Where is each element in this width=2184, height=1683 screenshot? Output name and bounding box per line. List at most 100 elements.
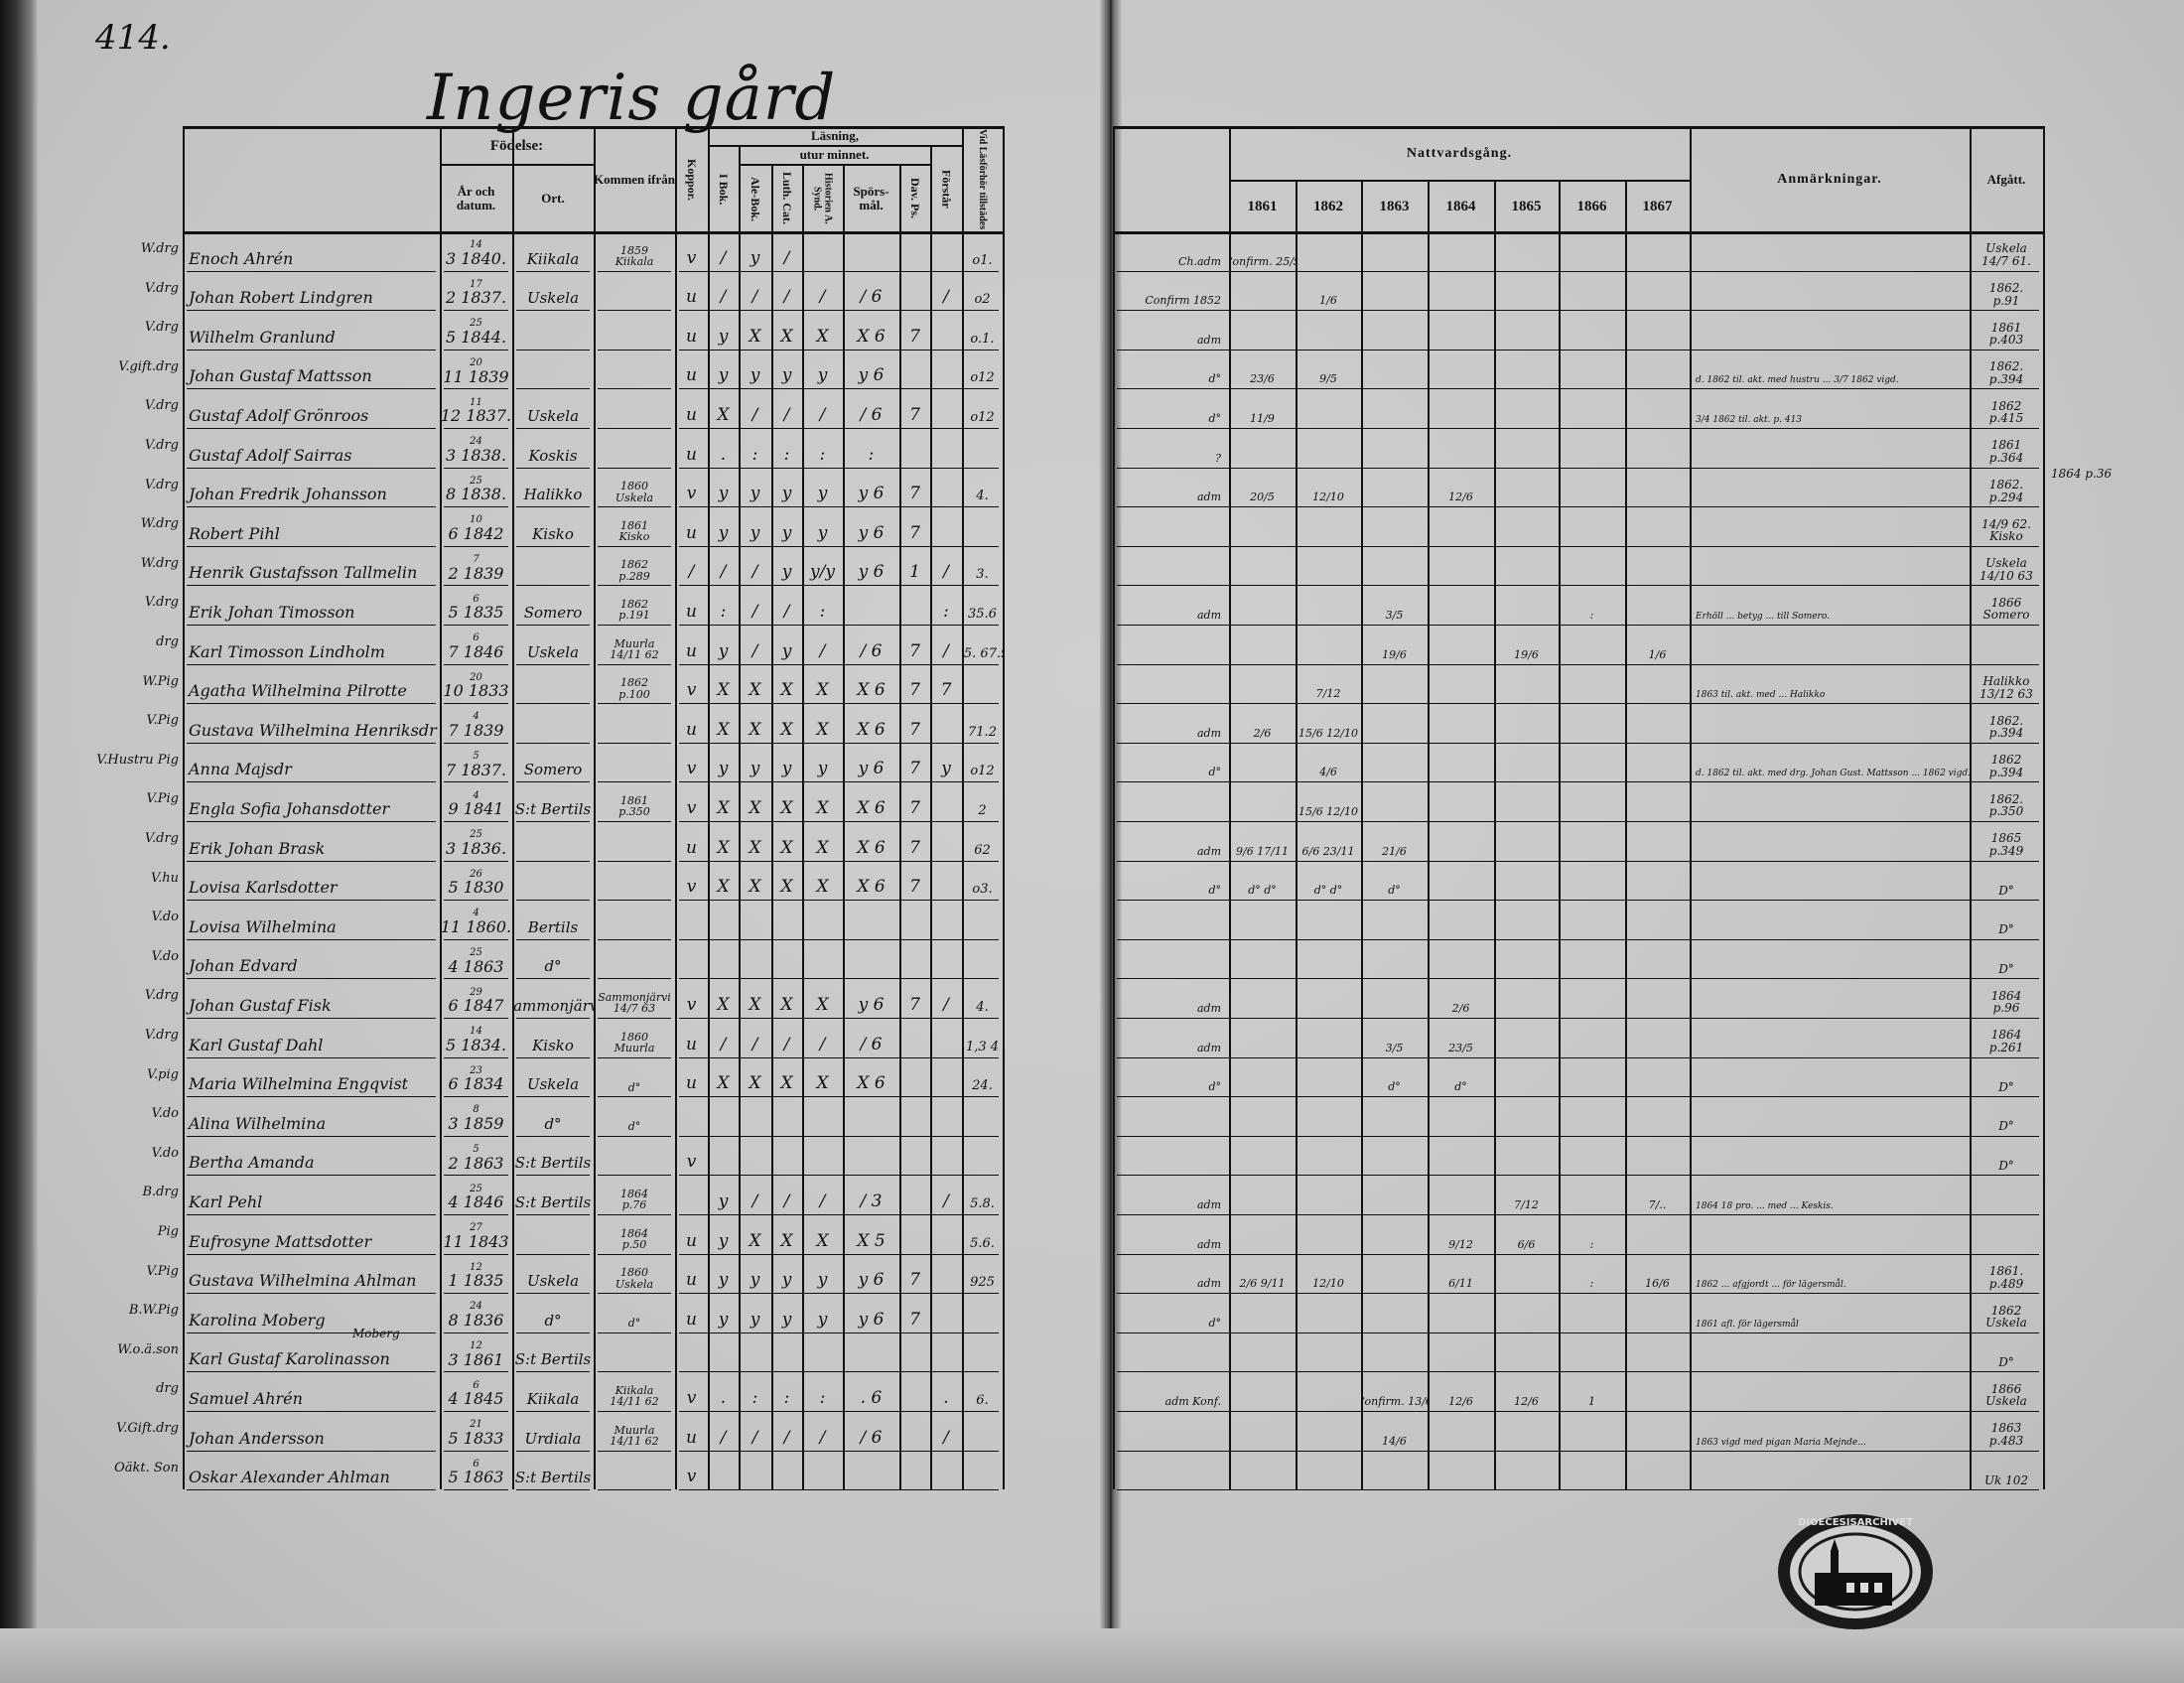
communion-1861: 11/9 <box>1250 411 1275 425</box>
nattvard-rule <box>1229 180 1690 182</box>
mark-luth-cat: y <box>781 759 792 779</box>
communion-1867 <box>1625 821 1690 861</box>
communion-1863 <box>1361 664 1428 704</box>
row-rule <box>187 388 436 390</box>
vid-lasforhor-value: 4. <box>976 489 989 504</box>
communion-1864 <box>1428 625 1494 664</box>
row-prefix: V.Pig <box>146 713 179 729</box>
mark-sporsmal: y 6 <box>858 484 885 504</box>
person-name: Johan Fredrik Johansson <box>189 485 387 504</box>
remark: 1862 ... afgjordt ... för lägersmål. <box>1696 1280 1846 1291</box>
birth-month-year: 7 1846 <box>448 641 504 661</box>
admission-note: Ch.adm <box>1177 254 1221 268</box>
departure-main: Uskela <box>1985 556 2027 571</box>
mark-i-bok: y <box>718 365 729 386</box>
mark-luth-cat <box>771 900 802 939</box>
mark-luth-cat: X <box>780 797 793 818</box>
mark-historien <box>802 900 843 939</box>
remark <box>1690 1057 1970 1097</box>
person-name: Alina Wilhelmina <box>189 1113 327 1133</box>
mark-koppor: u <box>686 522 697 543</box>
communion-1867 <box>1625 861 1690 901</box>
row-rule <box>187 1293 436 1295</box>
row-rule <box>679 1332 999 1333</box>
remark <box>1690 703 1970 743</box>
mark-koppor: v <box>686 759 697 779</box>
mark-dav-ps <box>899 1451 930 1490</box>
admission-note <box>1113 900 1229 939</box>
communion-1864: 9/12 <box>1448 1237 1473 1251</box>
departure-detail: p.483 <box>1988 1434 2024 1448</box>
mark-historien: : <box>819 444 826 465</box>
row-rule <box>679 625 999 626</box>
communion-1862: 12/10 <box>1312 1277 1344 1291</box>
row-rule <box>516 1056 590 1058</box>
mark-dav-ps <box>899 1175 930 1214</box>
communion-1864 <box>1428 1136 1494 1176</box>
departure-main: D° <box>1998 961 2014 976</box>
birth-place: Uskela <box>526 406 580 425</box>
mark-ale-bok: X <box>749 1073 761 1094</box>
admission-note: adm <box>1196 608 1221 622</box>
communion-1865 <box>1494 1451 1559 1490</box>
row-rule <box>516 585 590 587</box>
communion-1866 <box>1559 546 1625 586</box>
birth-place: d° <box>544 1114 562 1133</box>
mark-i-bok: / <box>720 562 727 583</box>
person-name: Erik Johan Timosson <box>189 602 355 622</box>
birth-month-year: 6 1847 <box>448 996 504 1016</box>
departure-main: 1861 <box>1990 438 2022 453</box>
mark-forstar: / <box>943 1427 949 1448</box>
mark-historien: / <box>819 1427 826 1448</box>
departure-detail: 13/12 63 <box>1979 686 2033 701</box>
came-from-detail: 14/11 62 <box>610 1395 659 1409</box>
mark-sporsmal: y 6 <box>858 1309 885 1330</box>
birth-place: Sammonjärvi <box>512 996 594 1015</box>
mark-historien: : <box>819 1387 826 1408</box>
communion-1866 <box>1559 1096 1625 1136</box>
birth-month-year: 10 1833 <box>443 681 509 701</box>
row-rule <box>516 349 590 351</box>
came-from: 1862 p.100 <box>594 664 675 704</box>
row-rule <box>598 1371 671 1373</box>
communion-1862 <box>1296 546 1361 586</box>
mark-luth-cat: X <box>780 994 793 1015</box>
communion-1865 <box>1494 664 1559 704</box>
communion-1867 <box>1625 664 1690 704</box>
mark-ale-bok: X <box>749 877 761 898</box>
communion-1863 <box>1361 468 1428 507</box>
row-rule <box>598 703 671 705</box>
column-line <box>930 145 932 1490</box>
came-from-place: d° <box>627 1317 641 1331</box>
communion-1862: 15/6 12/10 <box>1298 804 1358 818</box>
mark-i-bok <box>708 1332 739 1372</box>
mark-forstar: / <box>943 1191 949 1211</box>
mark-koppor: / <box>688 562 695 583</box>
row-prefix: B.W.Pig <box>128 1303 179 1319</box>
communion-1862 <box>1296 388 1361 428</box>
departure: 1862 p.415 <box>1970 388 2043 428</box>
row-rule <box>516 467 590 469</box>
header-nattvardsgang: Nattvardsgång. <box>1406 146 1513 162</box>
row-prefix: V.do <box>151 910 179 925</box>
row-rule <box>598 1135 671 1137</box>
came-from-detail: 14/11 62 <box>610 1435 659 1449</box>
communion-1865 <box>1494 1411 1559 1451</box>
admission-note: adm Konf. <box>1164 1394 1221 1408</box>
row-rule <box>1117 1056 2039 1058</box>
came-from <box>594 900 675 939</box>
column-line <box>1428 180 1430 1490</box>
communion-1864 <box>1428 821 1494 861</box>
person-name: Wilhelm Granlund <box>189 327 336 347</box>
mark-luth-cat <box>771 939 802 979</box>
row-rule <box>1117 1371 2039 1373</box>
communion-1862 <box>1296 1175 1361 1214</box>
came-from <box>594 939 675 979</box>
mark-forstar <box>930 900 962 939</box>
communion-1866: : <box>1589 1237 1594 1251</box>
row-rule <box>679 1411 999 1412</box>
came-from-detail: Kiikala <box>614 255 654 269</box>
birth-place <box>512 664 594 704</box>
mark-sporsmal <box>843 900 899 939</box>
came-from-place: 1860 <box>620 1266 648 1280</box>
